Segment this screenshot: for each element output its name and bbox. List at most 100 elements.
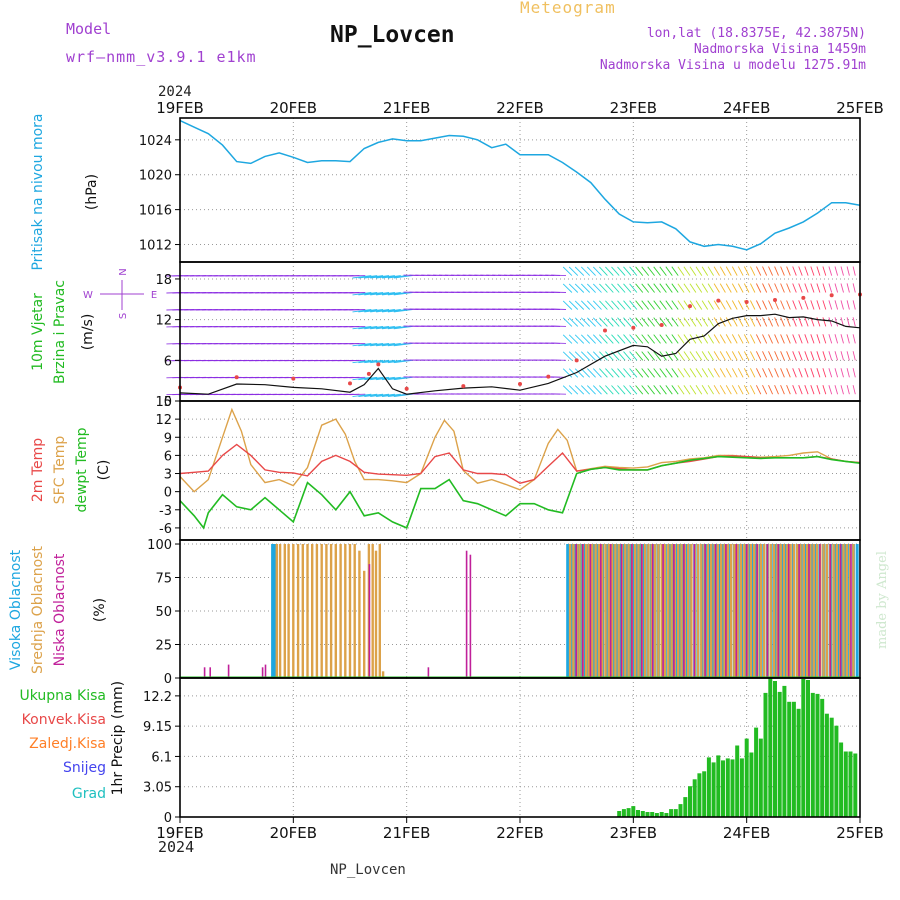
wind-arrow	[677, 368, 685, 378]
cloud-high-bar	[855, 544, 859, 678]
wind-arrow	[737, 334, 744, 344]
wind-arrow	[816, 385, 821, 395]
x-tick-label-bottom: 23FEB	[610, 824, 657, 842]
wind-arrow	[635, 368, 644, 378]
wind-arrow	[580, 334, 591, 344]
wind-arrow	[713, 368, 720, 378]
wind-arrow	[677, 266, 685, 276]
wind-arrow	[780, 300, 785, 310]
cloud-mid-bar	[315, 544, 319, 678]
precip-bar	[791, 701, 796, 817]
precip-bar	[631, 806, 636, 817]
wind-arrow	[358, 342, 378, 347]
precip-bar	[702, 771, 707, 817]
wind-arrow	[713, 317, 720, 327]
wind-arrow	[641, 300, 650, 310]
cloud-mid-bar	[802, 544, 805, 678]
wind-arrow	[834, 385, 839, 395]
wind-arrow	[635, 266, 644, 276]
wind-arrow	[810, 351, 815, 361]
cloud-mid-bar	[696, 544, 700, 678]
wind-arrow	[762, 351, 768, 361]
precip-ylabel: 1hr Precip	[110, 725, 126, 796]
wind-arrow	[641, 368, 650, 378]
wind-arrow	[852, 334, 856, 344]
wind-arrow	[816, 266, 821, 276]
wind-gust-point	[688, 304, 692, 309]
wind-arrow	[749, 317, 756, 327]
wind-arrow	[768, 300, 774, 310]
wind-arrow	[840, 385, 844, 395]
wind-arrow	[677, 300, 685, 310]
cloud-mid-bar	[634, 544, 637, 678]
legend-convective-rain: Konvek.Kisa	[22, 712, 106, 728]
wind-arrow	[786, 385, 791, 395]
wind-arrow	[665, 334, 673, 344]
cloud-low-bar	[469, 554, 472, 678]
wind-arrow	[816, 334, 821, 344]
wind-arrow	[580, 368, 591, 378]
cloud-high-bar	[810, 544, 814, 678]
wind-arrow	[816, 300, 821, 310]
wind-arrow	[653, 385, 661, 395]
wind-arrow	[755, 266, 762, 276]
wind-arrow	[828, 283, 833, 293]
wind-arrow	[580, 317, 591, 327]
wind-arrow	[659, 266, 667, 276]
wind-arrow	[804, 334, 809, 344]
wind-arrow	[599, 317, 608, 327]
wind-arrow	[846, 351, 850, 361]
cloud-mid-bar	[835, 544, 839, 678]
wind-arrow	[611, 317, 620, 327]
cloud-mid-bar	[723, 544, 726, 678]
wind-arrow	[671, 283, 679, 293]
wind-arrow	[713, 351, 720, 361]
y-tick-label: 1016	[139, 204, 172, 219]
wind-arrow	[701, 351, 709, 361]
cloud-mid-bar	[604, 544, 607, 678]
cloud-high-bar	[570, 544, 574, 678]
y-tick-label: 50	[155, 605, 172, 620]
y-tick-label: 9	[164, 431, 172, 446]
wind-arrow	[617, 334, 626, 344]
precip-bar	[773, 681, 777, 817]
cloud-low-bar	[829, 544, 832, 678]
cloud-mid-bar	[700, 544, 703, 678]
precip-bar	[640, 811, 645, 817]
wind-arrow	[804, 266, 809, 276]
wind-arrow	[562, 317, 573, 327]
legend-hail: Grad	[72, 786, 106, 802]
cloud-low-bar	[756, 544, 758, 678]
wind-arrow	[828, 334, 833, 344]
wind-arrow	[762, 368, 768, 378]
wind-arrow	[731, 351, 738, 361]
wind-arrow	[798, 300, 803, 310]
wind-arrow	[387, 393, 407, 398]
y-tick-label: 12	[155, 413, 172, 428]
cloud-high-bar	[635, 544, 639, 678]
wind-arrow	[689, 385, 697, 395]
cloud-mid-bar	[736, 544, 739, 678]
wind-arrow	[786, 351, 791, 361]
wind-arrow	[568, 300, 579, 310]
wind-arrow	[798, 351, 803, 361]
y-tick-label: 3	[164, 468, 172, 483]
cloud-high-bar	[674, 544, 678, 678]
wind-arrow	[822, 283, 827, 293]
x-tick-label-top: 20FEB	[270, 99, 317, 117]
wind-arrow	[725, 351, 732, 361]
wind-yunit: (m/s)	[80, 314, 96, 351]
wind-arrow	[798, 368, 803, 378]
wind-arrow	[370, 393, 390, 398]
y-tick-label: 0	[164, 486, 172, 501]
wind-arrow	[798, 283, 803, 293]
wind-arrow	[605, 385, 614, 395]
cloud-mid-bar	[353, 544, 356, 678]
cloud-mid-bar	[792, 544, 796, 678]
wind-arrow	[774, 266, 779, 276]
temp-ylabel3: dewpt Temp	[74, 427, 90, 512]
wind-arrow	[659, 385, 667, 395]
wind-arrow	[605, 283, 614, 293]
precip-bar	[725, 758, 730, 817]
wind-arrow	[562, 266, 573, 276]
